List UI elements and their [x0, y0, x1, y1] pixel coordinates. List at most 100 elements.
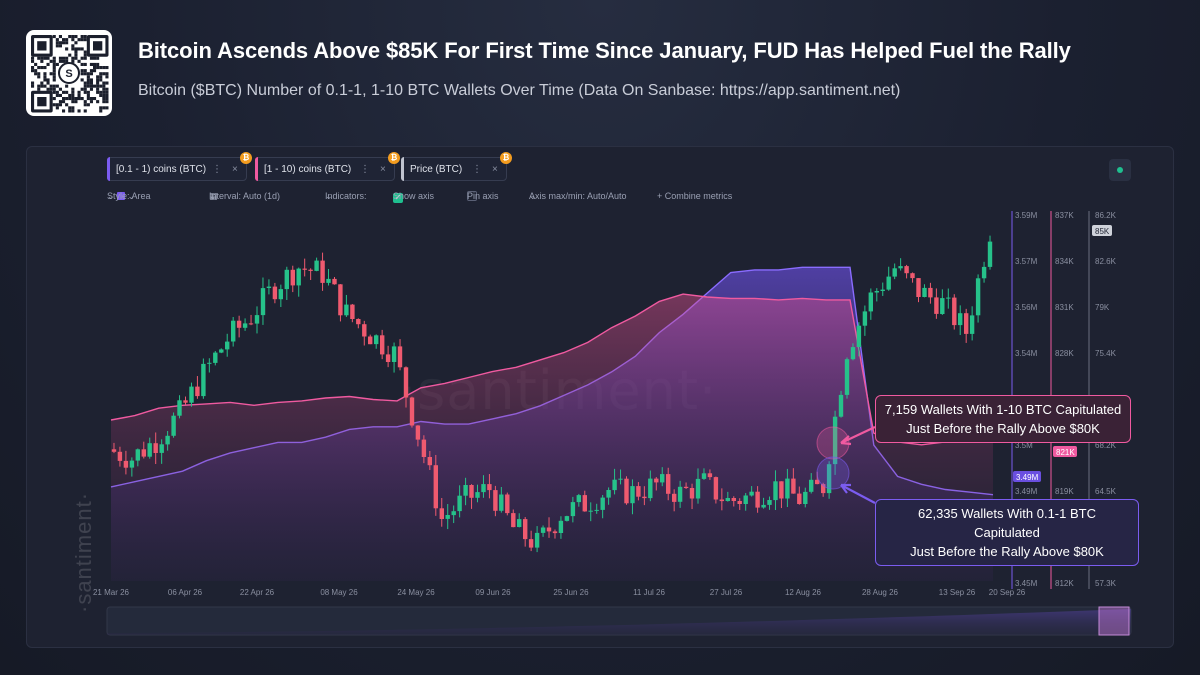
qr-module: [46, 62, 50, 66]
price-candle: [427, 457, 432, 466]
price-candle: [356, 319, 361, 325]
price-candle: [493, 490, 498, 511]
price-candle: [499, 494, 504, 511]
qr-module: [86, 90, 90, 94]
qr-module: [71, 90, 75, 94]
price-candle: [898, 266, 903, 269]
interval-select[interactable]: ▦ Interval: Auto (1d) ⌄: [209, 191, 281, 201]
price-candle: [874, 291, 879, 293]
qr-module: [46, 81, 50, 85]
color-swatch[interactable]: [117, 192, 126, 200]
price-candle: [278, 289, 283, 300]
callout-pink-text: 7,159 Wallets With 1-10 BTC Capitulated …: [884, 402, 1122, 436]
metric-tab-label: Price (BTC): [410, 164, 463, 175]
style-select[interactable]: Style: Area ⌄ ⌄: [107, 191, 151, 201]
x-tick-label: 06 Apr 26: [168, 588, 203, 597]
qr-module: [58, 41, 62, 45]
x-tick-label: 28 Aug 26: [862, 588, 899, 597]
qr-module: [96, 90, 100, 94]
axis-maxmin-select[interactable]: Axis max/min: Auto/Auto ⌄: [529, 191, 627, 201]
navigator-selection-handle[interactable]: [1098, 606, 1130, 636]
price-candle: [731, 498, 736, 501]
qr-module: [52, 66, 56, 70]
callout-pink: 7,159 Wallets With 1-10 BTC Capitulated …: [875, 395, 1131, 443]
pin-axis-label: Pin axis: [467, 191, 499, 201]
qr-module: [99, 90, 103, 94]
qr-module: [102, 81, 106, 85]
qr-module: [49, 87, 53, 91]
qr-module: [31, 81, 35, 85]
metric-color-bar: [401, 157, 404, 181]
series-wallets-1-10-line: [110, 293, 994, 446]
price-candle: [266, 286, 272, 288]
combine-metrics-button[interactable]: + Combine metrics: [657, 191, 733, 201]
price-candle: [314, 260, 319, 271]
santiment-logo-icon: [58, 62, 80, 84]
close-icon[interactable]: ×: [232, 164, 238, 175]
live-status-button[interactable]: [1109, 159, 1131, 181]
qr-module: [52, 62, 56, 66]
metric-tab-wallets-0-1-1[interactable]: [0.1 - 1) coins (BTC) ⋮ × ₿: [107, 152, 252, 181]
price-candle: [451, 511, 456, 516]
qr-module: [105, 75, 109, 79]
price-candle: [666, 474, 671, 494]
more-options-icon[interactable]: ⋮: [212, 164, 222, 175]
price-candle: [523, 519, 528, 540]
qr-module: [96, 100, 100, 104]
price-candle: [272, 286, 278, 300]
price-candle: [832, 416, 838, 465]
more-options-icon[interactable]: ⋮: [360, 164, 370, 175]
y-tick-label: 834K: [1055, 257, 1074, 266]
metric-tab-price[interactable]: Price (BTC) ⋮ × ₿: [401, 152, 512, 181]
qr-module: [89, 81, 93, 85]
price-candle: [582, 495, 587, 512]
qr-module: [52, 75, 56, 79]
pin-axis-toggle[interactable]: Pin axis: [467, 191, 499, 201]
qr-module: [89, 72, 93, 76]
price-candle: [368, 336, 373, 345]
price-candle: [123, 460, 129, 468]
show-axis-toggle[interactable]: Show axis ✓: [393, 191, 434, 203]
qr-module: [89, 87, 93, 91]
qr-module: [71, 93, 75, 97]
price-candle: [129, 460, 135, 468]
qr-module: [105, 100, 109, 104]
qr-module: [62, 59, 66, 63]
price-candle: [803, 491, 808, 504]
current-value-label: 3.49M: [1016, 473, 1039, 482]
interval-label: Interval: Auto (1d): [209, 191, 281, 201]
price-candle: [552, 531, 558, 534]
price-candle: [737, 501, 742, 504]
metric-tab-wallets-1-10[interactable]: [1 - 10) coins (BTC) ⋮ × ₿: [255, 152, 400, 181]
qr-module: [52, 78, 56, 82]
qr-module: [43, 56, 47, 60]
more-options-icon[interactable]: ⋮: [472, 164, 482, 175]
style-label: Style: Area: [107, 191, 151, 201]
page-subtitle: Bitcoin ($BTC) Number of 0.1-1, 1-10 BTC…: [138, 82, 901, 99]
close-icon[interactable]: ×: [492, 164, 498, 175]
price-candle: [296, 268, 301, 286]
qr-module: [99, 106, 103, 110]
qr-module: [83, 72, 87, 76]
price-candle: [475, 492, 480, 498]
qr-module: [93, 84, 97, 88]
price-candle: [487, 484, 492, 491]
y-tick-label: 837K: [1055, 211, 1074, 220]
price-candle: [838, 394, 844, 417]
qr-code: S: [26, 30, 112, 116]
indicators-select[interactable]: Indicators: ⌄: [325, 191, 367, 201]
qr-module: [77, 90, 81, 94]
price-candle: [457, 495, 462, 512]
qr-module: [89, 69, 93, 73]
qr-module: [77, 38, 81, 42]
qr-module: [55, 44, 59, 48]
price-candle: [594, 509, 599, 511]
price-candle: [433, 465, 438, 509]
qr-module: [102, 66, 106, 70]
qr-module: [52, 97, 56, 101]
qr-module: [80, 69, 84, 73]
close-icon[interactable]: ×: [380, 164, 386, 175]
qr-module: [105, 87, 109, 91]
price-candle: [380, 335, 385, 355]
qr-module: [86, 75, 90, 79]
